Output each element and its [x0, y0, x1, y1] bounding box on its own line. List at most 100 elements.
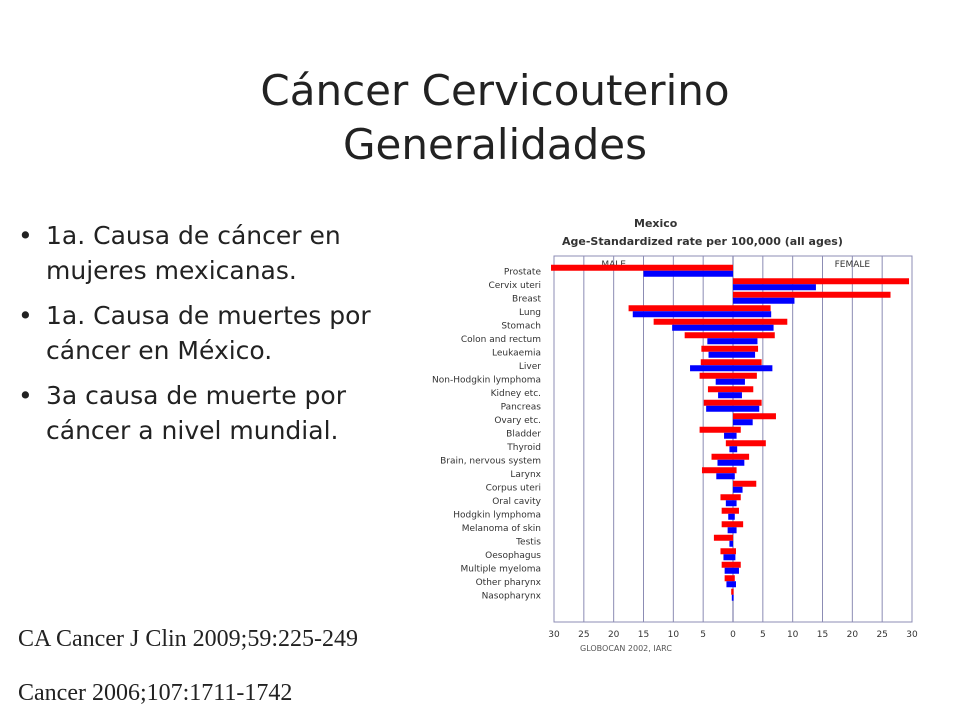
category-label: Thyroid [506, 443, 541, 453]
female-mortality-bar [733, 567, 739, 574]
female-incidence-bar [733, 332, 775, 339]
female-mortality-bar [733, 527, 737, 534]
bullet-item: 1a. Causa de muertes por cáncer en Méxic… [18, 298, 398, 368]
male-incidence-bar [699, 372, 733, 379]
chart-subtitle: Age-Standardized rate per 100,000 (all a… [562, 235, 843, 248]
category-label: Bladder [506, 429, 541, 439]
female-mortality-bar [733, 554, 736, 561]
category-label: Hodgkin lymphoma [453, 510, 541, 520]
x-tick-label: 5 [760, 630, 766, 640]
male-mortality-bar [708, 351, 733, 358]
female-mortality-bar [733, 432, 737, 439]
category-label: Brain, nervous system [440, 456, 541, 466]
category-label: Testis [515, 537, 541, 547]
female-incidence-bar [733, 426, 741, 433]
male-mortality-bar [717, 459, 733, 466]
female-mortality-bar [733, 392, 742, 399]
chart-source: GLOBOCAN 2002, IARC [580, 644, 672, 653]
female-mortality-bar [733, 459, 745, 466]
bullet-list: 1a. Causa de cáncer en mujeres mexicanas… [18, 218, 398, 458]
male-incidence-bar [707, 386, 733, 393]
female-incidence-bar [733, 359, 762, 366]
category-label: Breast [512, 294, 541, 304]
female-mortality-bar [733, 446, 738, 453]
male-incidence-bar [721, 507, 733, 514]
female-incidence-bar [733, 575, 735, 582]
reference-citation: CA Cancer J Clin 2009;59:225-249 [18, 626, 358, 652]
x-tick-label: 20 [847, 630, 859, 640]
female-incidence-bar [733, 480, 757, 487]
category-label: Non-Hodgkin lymphoma [432, 375, 541, 385]
female-incidence-bar [733, 372, 757, 379]
female-mortality-bar [733, 405, 760, 412]
female-mortality-bar [733, 284, 816, 291]
female-incidence-bar [733, 386, 754, 393]
female-incidence-bar [733, 561, 741, 568]
x-tick-label: 5 [700, 630, 706, 640]
category-label: Oesophagus [485, 551, 541, 561]
male-mortality-bar [718, 392, 733, 399]
x-tick-label: 0 [730, 630, 736, 640]
male-incidence-bar [731, 588, 733, 595]
female-mortality-bar [733, 500, 737, 507]
male-incidence-bar [724, 575, 733, 582]
female-incidence-bar [733, 453, 750, 460]
female-incidence-bar [733, 305, 771, 312]
x-tick-label: 30 [548, 630, 560, 640]
male-incidence-bar [684, 332, 733, 339]
female-mortality-bar [733, 365, 773, 372]
female-mortality-bar [733, 324, 774, 331]
male-mortality-bar [724, 432, 733, 439]
category-label: Melanoma of skin [462, 524, 541, 534]
female-incidence-bar [733, 399, 762, 406]
male-mortality-bar [729, 446, 733, 453]
female-incidence-bar [733, 507, 739, 514]
category-label: Ovary etc. [494, 416, 541, 426]
female-mortality-bar [733, 311, 772, 318]
category-label: Prostate [504, 267, 542, 277]
male-mortality-bar [643, 270, 733, 277]
male-incidence-bar [700, 359, 733, 366]
female-incidence-bar [733, 291, 891, 298]
slide-title: Cáncer Cervicouterino Generalidades [0, 64, 960, 172]
male-mortality-bar [731, 594, 733, 601]
female-mortality-bar [733, 594, 734, 601]
male-mortality-bar [728, 513, 733, 520]
male-mortality-bar [715, 378, 733, 385]
category-label: Cervix uteri [488, 281, 541, 291]
male-mortality-bar [729, 540, 733, 547]
male-mortality-bar [726, 581, 733, 588]
category-label: Corpus uteri [486, 483, 541, 493]
male-incidence-bar [720, 548, 733, 555]
male-mortality-bar [727, 527, 733, 534]
male-incidence-bar [653, 318, 733, 325]
x-tick-label: 10 [668, 630, 680, 640]
chart-title: Mexico [634, 217, 678, 230]
male-incidence-bar [721, 521, 733, 528]
female-mortality-bar [733, 297, 795, 304]
reference-citation: Cancer 2006;107:1711-1742 [18, 680, 293, 706]
male-incidence-bar [701, 345, 733, 352]
male-mortality-bar [706, 405, 733, 412]
male-mortality-bar [672, 324, 733, 331]
category-label: Leukaemia [492, 348, 541, 358]
x-tick-label: 25 [876, 630, 887, 640]
male-incidence-bar [701, 467, 733, 474]
male-incidence-bar [725, 440, 733, 447]
female-incidence-bar [733, 345, 759, 352]
female-incidence-bar [733, 278, 910, 285]
female-mortality-bar [733, 351, 756, 358]
x-tick-label: 15 [638, 630, 649, 640]
category-label: Lung [519, 308, 541, 318]
female-mortality-bar [733, 338, 758, 345]
category-label: Other pharynx [476, 578, 542, 588]
female-label: FEMALE [835, 260, 871, 270]
female-mortality-bar [733, 473, 735, 480]
male-mortality-bar [723, 554, 733, 561]
category-label: Kidney etc. [491, 389, 541, 399]
category-label: Colon and rectum [461, 335, 541, 345]
incidence-mortality-chart: Mexico Age-Standardized rate per 100,000 … [414, 204, 948, 666]
category-label: Liver [519, 362, 541, 372]
male-mortality-bar [716, 473, 733, 480]
male-incidence-bar [713, 534, 733, 541]
